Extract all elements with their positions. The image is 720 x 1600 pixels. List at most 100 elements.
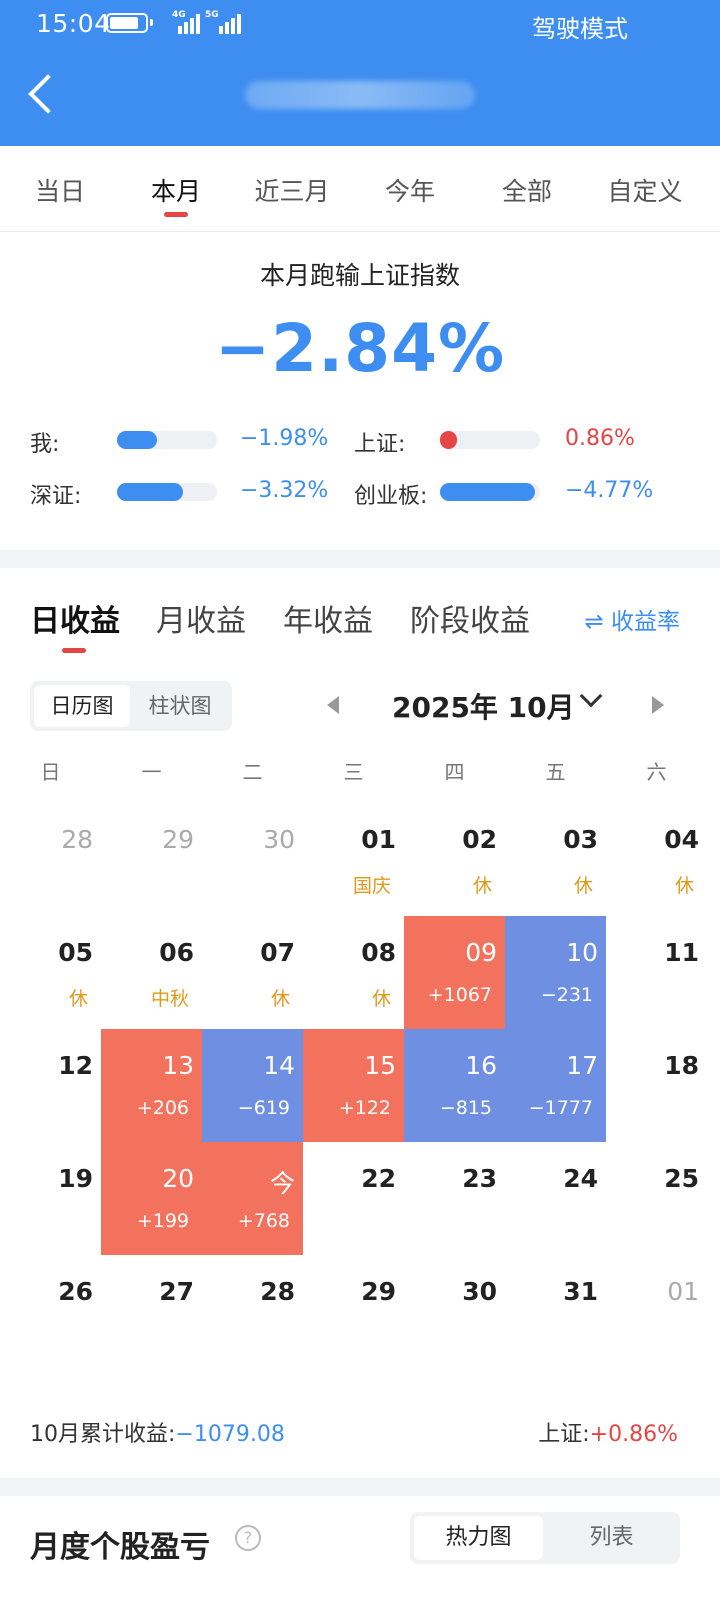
tab-active-underline bbox=[164, 212, 188, 217]
driving-mode-label[interactable]: 驾驶模式 bbox=[532, 15, 628, 43]
tab-profit-2[interactable]: 年收益 bbox=[283, 604, 373, 639]
tab-range-0[interactable]: 当日 bbox=[0, 172, 120, 208]
calendar-day[interactable]: 03 休 bbox=[505, 803, 606, 916]
tab-profit-1[interactable]: 月收益 bbox=[156, 604, 246, 639]
bar-view-button[interactable]: 柱状图 bbox=[148, 694, 212, 718]
status-time: 15:04 bbox=[36, 9, 111, 38]
calendar-day[interactable]: 29 bbox=[101, 803, 202, 916]
day-number: 20 bbox=[162, 1164, 194, 1193]
chevron-down-icon[interactable] bbox=[579, 684, 603, 708]
calendar-day[interactable]: 08 休 bbox=[303, 916, 404, 1029]
tab-range-label: 今年 bbox=[384, 177, 435, 206]
day-number: 29 bbox=[361, 1277, 396, 1306]
calendar-view-button[interactable]: 日历图 bbox=[34, 685, 130, 727]
calendar-day[interactable]: 30 bbox=[404, 1255, 505, 1368]
day-number: 28 bbox=[61, 825, 93, 854]
heatmap-button[interactable]: 热力图 bbox=[414, 1516, 543, 1560]
signal-tag-5g: 5G bbox=[205, 10, 219, 20]
signal-icon-5g: 5G bbox=[205, 10, 251, 36]
profit-section: ⇌ 收益率 日历图 柱状图 2025年 10月 10月累计收益:−1079.08… bbox=[0, 568, 720, 1478]
calendar-day[interactable]: 22 bbox=[303, 1142, 404, 1255]
calendar-day[interactable]: 28 bbox=[202, 1255, 303, 1368]
tab-profit-0[interactable]: 日收益 bbox=[30, 604, 120, 639]
day-number: 30 bbox=[462, 1277, 497, 1306]
holiday-label: 休 bbox=[674, 875, 694, 897]
summary-value: −2.84% bbox=[214, 310, 506, 387]
calendar-day[interactable]: 29 bbox=[303, 1255, 404, 1368]
holiday-label: 休 bbox=[472, 875, 492, 897]
compare-label: 我: bbox=[30, 432, 60, 457]
tab-profit-3[interactable]: 阶段收益 bbox=[410, 604, 530, 639]
calendar-day[interactable]: 今 +768 bbox=[202, 1142, 303, 1255]
back-arrow-icon[interactable] bbox=[28, 74, 68, 114]
calendar-day[interactable]: 27 bbox=[101, 1255, 202, 1368]
list-button[interactable]: 列表 bbox=[589, 1525, 634, 1550]
tab-range-5[interactable]: 自定义 bbox=[585, 172, 705, 208]
calendar-day[interactable]: 13 +206 bbox=[101, 1029, 202, 1142]
weekday-label: 二 bbox=[242, 760, 263, 784]
calendar-day[interactable]: 01 国庆 bbox=[303, 803, 404, 916]
calendar-day[interactable]: 05 休 bbox=[0, 916, 101, 1029]
compare-value: 0.86% bbox=[565, 426, 635, 451]
day-number: 31 bbox=[563, 1277, 598, 1306]
day-number: 05 bbox=[58, 938, 93, 967]
compare-fill bbox=[440, 431, 458, 449]
calendar-day[interactable]: 09 +1067 bbox=[404, 916, 505, 1029]
calendar-day[interactable]: 14 −619 bbox=[202, 1029, 303, 1142]
calendar-day[interactable]: 02 休 bbox=[404, 803, 505, 916]
app-bar bbox=[0, 46, 720, 146]
day-number: 10 bbox=[566, 938, 598, 967]
day-number: 16 bbox=[465, 1051, 497, 1080]
tab-range-3[interactable]: 今年 bbox=[350, 172, 470, 208]
calendar-day[interactable]: 01 bbox=[606, 1255, 707, 1368]
prev-month-icon[interactable] bbox=[327, 696, 339, 714]
day-number: 27 bbox=[159, 1277, 194, 1306]
calendar-day[interactable]: 20 +199 bbox=[101, 1142, 202, 1255]
calendar-day[interactable]: 19 bbox=[0, 1142, 101, 1255]
day-number: 28 bbox=[260, 1277, 295, 1306]
summary-card: 本月跑输上证指数 −2.84% 我: −1.98% 上证: 0.86% 深证: −3.32… bbox=[0, 232, 720, 550]
calendar-day[interactable]: 26 bbox=[0, 1255, 101, 1368]
calendar-day[interactable]: 17 −1777 bbox=[505, 1029, 606, 1142]
tab-range-1[interactable]: 本月 bbox=[116, 172, 236, 217]
calendar-day[interactable]: 31 bbox=[505, 1255, 606, 1368]
profit-tab-underline bbox=[62, 648, 86, 653]
index-label: 上证: bbox=[538, 1422, 590, 1447]
day-number: 01 bbox=[361, 825, 396, 854]
calendar-day[interactable]: 06 中秋 bbox=[101, 916, 202, 1029]
calendar-day[interactable]: 15 +122 bbox=[303, 1029, 404, 1142]
weekday-label: 一 bbox=[141, 760, 162, 784]
compare-track bbox=[440, 431, 540, 449]
day-number: 01 bbox=[667, 1277, 699, 1306]
day-number: 29 bbox=[162, 825, 194, 854]
calendar-day[interactable]: 04 休 bbox=[606, 803, 707, 916]
month-label[interactable]: 2025年 10月 bbox=[392, 691, 575, 724]
calendar-day[interactable]: 12 bbox=[0, 1029, 101, 1142]
help-icon[interactable]: ? bbox=[235, 1525, 261, 1551]
calendar-day[interactable]: 10 −231 bbox=[505, 916, 606, 1029]
day-number: 04 bbox=[664, 825, 699, 854]
calendar-day[interactable]: 11 bbox=[606, 916, 707, 1029]
calendar-day[interactable]: 30 bbox=[202, 803, 303, 916]
index-change: 上证:+0.86% bbox=[538, 1416, 678, 1448]
section-title: 月度个股盈亏 bbox=[30, 1530, 210, 1565]
next-month-icon[interactable] bbox=[652, 696, 664, 714]
calendar-day[interactable]: 16 −815 bbox=[404, 1029, 505, 1142]
calendar-day[interactable]: 25 bbox=[606, 1142, 707, 1255]
calendar-day[interactable]: 07 休 bbox=[202, 916, 303, 1029]
day-number: 03 bbox=[563, 825, 598, 854]
day-number: 02 bbox=[462, 825, 497, 854]
tab-range-2[interactable]: 近三月 bbox=[232, 172, 352, 208]
calendar-day[interactable]: 23 bbox=[404, 1142, 505, 1255]
weekday-label: 六 bbox=[646, 760, 667, 784]
day-profit: −1777 bbox=[528, 1097, 593, 1119]
day-number: 11 bbox=[664, 938, 699, 967]
rate-toggle-button[interactable]: ⇌ 收益率 bbox=[584, 609, 680, 635]
tab-range-4[interactable]: 全部 bbox=[467, 172, 587, 208]
calendar-day[interactable]: 28 bbox=[0, 803, 101, 916]
day-profit: −619 bbox=[237, 1097, 290, 1119]
calendar-day[interactable]: 18 bbox=[606, 1029, 707, 1142]
signal-icon: 4G bbox=[172, 10, 218, 36]
day-number: 14 bbox=[263, 1051, 295, 1080]
calendar-day[interactable]: 24 bbox=[505, 1142, 606, 1255]
